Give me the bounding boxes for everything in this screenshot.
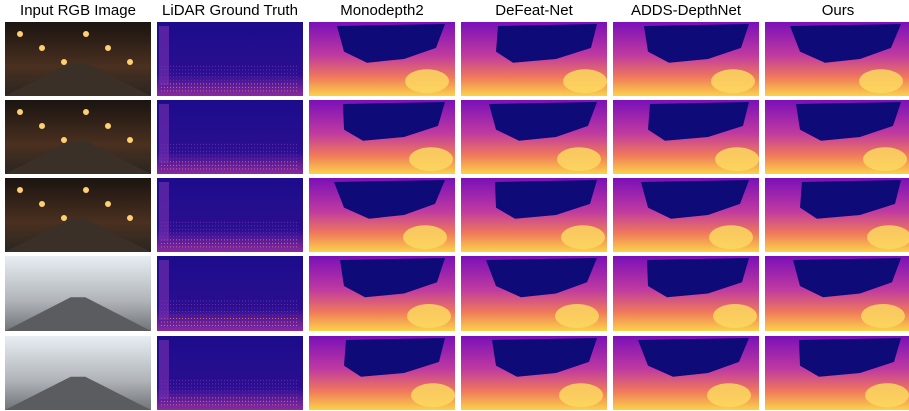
lidar-image (157, 100, 303, 174)
near-object (863, 147, 907, 171)
light (61, 59, 67, 65)
lidar-image (157, 22, 303, 96)
light (127, 215, 133, 221)
near-object (555, 304, 599, 328)
lidar-image (157, 178, 303, 252)
image-cell (613, 22, 759, 96)
near-object (715, 147, 759, 171)
image-cell (157, 100, 303, 174)
image-cell (309, 178, 455, 252)
light (83, 31, 89, 37)
near-object (707, 383, 751, 407)
image-cell (613, 100, 759, 174)
image-cell (613, 178, 759, 252)
near-object (865, 383, 909, 407)
light (105, 123, 111, 129)
lidar-edge (159, 104, 169, 163)
light (127, 59, 133, 65)
lidar-edge (159, 340, 169, 399)
column-header: ADDS-DepthNet (631, 2, 742, 19)
near-object (713, 304, 757, 328)
image-cell (157, 256, 303, 331)
light (17, 187, 23, 193)
near-object (861, 304, 905, 328)
light (39, 123, 45, 129)
column-header: Ours (822, 2, 855, 19)
light (17, 109, 23, 115)
column-header: Monodepth2 (340, 2, 423, 19)
near-object (867, 225, 909, 249)
image-cell (765, 336, 909, 410)
near-object (405, 69, 449, 93)
light (83, 187, 89, 193)
image-cell (5, 22, 151, 96)
lidar-image (157, 256, 303, 331)
near-object (409, 147, 453, 171)
light (61, 137, 67, 143)
image-cell (5, 256, 151, 331)
light (39, 45, 45, 51)
image-cell (461, 336, 607, 410)
near-object (711, 69, 755, 93)
lidar-edge (159, 260, 169, 320)
light (105, 45, 111, 51)
image-cell (613, 336, 759, 410)
image-cell (765, 256, 909, 331)
image-cell (613, 256, 759, 331)
light (105, 201, 111, 207)
lidar-edge (159, 26, 169, 85)
light (83, 109, 89, 115)
image-cell (309, 100, 455, 174)
column-header: DeFeat-Net (495, 2, 573, 19)
figure: Input RGB Image LiDAR Ground Truth Monodep… (0, 0, 909, 411)
near-object (709, 225, 753, 249)
image-cell (5, 100, 151, 174)
near-object (563, 69, 607, 93)
image-cell (461, 100, 607, 174)
image-cell (309, 336, 455, 410)
near-object (403, 225, 447, 249)
lidar-image (157, 336, 303, 410)
image-cell (157, 178, 303, 252)
image-cell (461, 178, 607, 252)
image-cell (461, 256, 607, 331)
light (127, 137, 133, 143)
near-object (407, 304, 451, 328)
near-object (561, 225, 605, 249)
lidar-edge (159, 182, 169, 241)
image-cell (309, 256, 455, 331)
near-object (411, 383, 455, 407)
image-cell (157, 22, 303, 96)
near-object (557, 147, 601, 171)
image-cell (765, 22, 909, 96)
light (39, 201, 45, 207)
image-cell (765, 100, 909, 174)
image-cell (765, 178, 909, 252)
column-header: Input RGB Image (20, 2, 136, 19)
image-cell (5, 336, 151, 410)
light (61, 215, 67, 221)
column-header: LiDAR Ground Truth (162, 2, 298, 19)
light (17, 31, 23, 37)
image-cell (309, 22, 455, 96)
near-object (559, 383, 603, 407)
image-cell (5, 178, 151, 252)
image-cell (461, 22, 607, 96)
near-object (859, 69, 903, 93)
image-cell (157, 336, 303, 410)
